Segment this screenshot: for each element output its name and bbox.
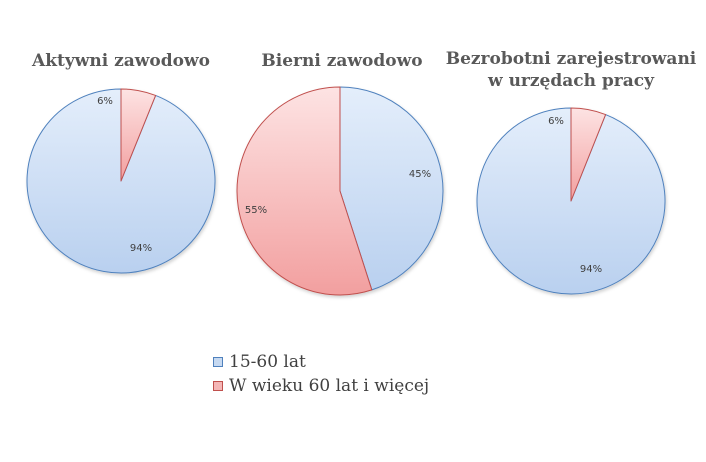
legend-item-15-60: 15-60 lat: [213, 350, 429, 374]
chart-title-bezrobotni-line-2: w urzędach pracy: [488, 71, 654, 91]
pie-slice-aktywni-60-plus: [120, 88, 157, 182]
data-label-bezrobotni-60-plus: 6%: [548, 116, 564, 127]
pie-bezrobotni: [476, 107, 666, 295]
chart-title-bezrobotni-line-1: Bezrobotni zarejestrowani: [445, 49, 697, 69]
pie-bierni: [236, 86, 444, 296]
chart-title-aktywni: Aktywni zawodowo: [32, 51, 210, 71]
legend-swatch-red: [213, 381, 223, 391]
pie-slice-bezrobotni-60-plus: [570, 107, 607, 202]
data-label-bezrobotni-15-60: 94%: [580, 264, 602, 275]
data-label-aktywni-60-plus: 6%: [97, 96, 113, 107]
chart-title-bierni: Bierni zawodowo: [261, 51, 423, 71]
chart-title-bezrobotni: Bezrobotni zarejestrowani w urzędach pra…: [440, 48, 702, 92]
legend-swatch-blue: [213, 357, 223, 367]
pie-aktywni: [26, 88, 216, 274]
data-label-aktywni-15-60: 94%: [130, 243, 152, 254]
legend-label-15-60: 15-60 lat: [229, 352, 306, 372]
data-label-bierni-60-plus: 55%: [245, 205, 267, 216]
pie-slice-bierni-60-plus: [236, 86, 373, 296]
legend-item-60-plus: W wieku 60 lat i więcej: [213, 374, 429, 398]
legend-label-60-plus: W wieku 60 lat i więcej: [229, 376, 430, 396]
legend: 15-60 lat W wieku 60 lat i więcej: [213, 350, 429, 398]
pie-slice-bierni-15-60: [339, 86, 444, 291]
data-label-bierni-15-60: 45%: [409, 169, 431, 180]
